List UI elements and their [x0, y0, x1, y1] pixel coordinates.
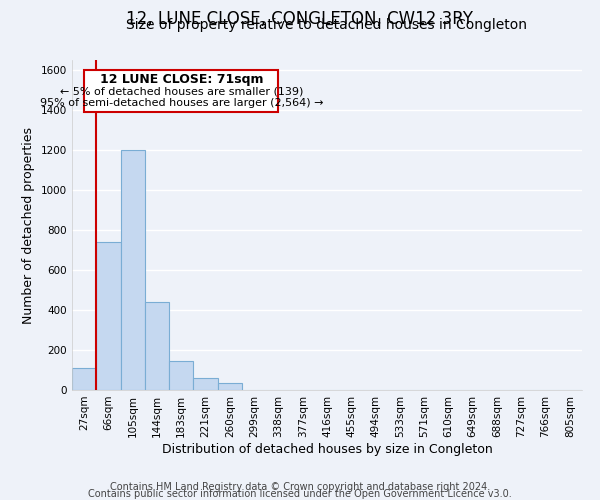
- Bar: [145, 302, 169, 390]
- Text: Contains public sector information licensed under the Open Government Licence v3: Contains public sector information licen…: [88, 489, 512, 499]
- Title: Size of property relative to detached houses in Congleton: Size of property relative to detached ho…: [127, 18, 527, 32]
- Bar: [218, 383, 242, 390]
- FancyBboxPatch shape: [84, 70, 278, 112]
- Text: ← 5% of detached houses are smaller (139): ← 5% of detached houses are smaller (139…: [59, 86, 303, 96]
- Text: 12, LUNE CLOSE, CONGLETON, CW12 3RY: 12, LUNE CLOSE, CONGLETON, CW12 3RY: [127, 10, 473, 28]
- Bar: [96, 242, 121, 390]
- Text: 12 LUNE CLOSE: 71sqm: 12 LUNE CLOSE: 71sqm: [100, 72, 263, 86]
- Text: 95% of semi-detached houses are larger (2,564) →: 95% of semi-detached houses are larger (…: [40, 98, 323, 108]
- X-axis label: Distribution of detached houses by size in Congleton: Distribution of detached houses by size …: [161, 442, 493, 456]
- Y-axis label: Number of detached properties: Number of detached properties: [22, 126, 35, 324]
- Bar: [121, 150, 145, 390]
- Bar: [193, 378, 218, 390]
- Bar: [169, 361, 193, 390]
- Text: Contains HM Land Registry data © Crown copyright and database right 2024.: Contains HM Land Registry data © Crown c…: [110, 482, 490, 492]
- Bar: [72, 368, 96, 390]
